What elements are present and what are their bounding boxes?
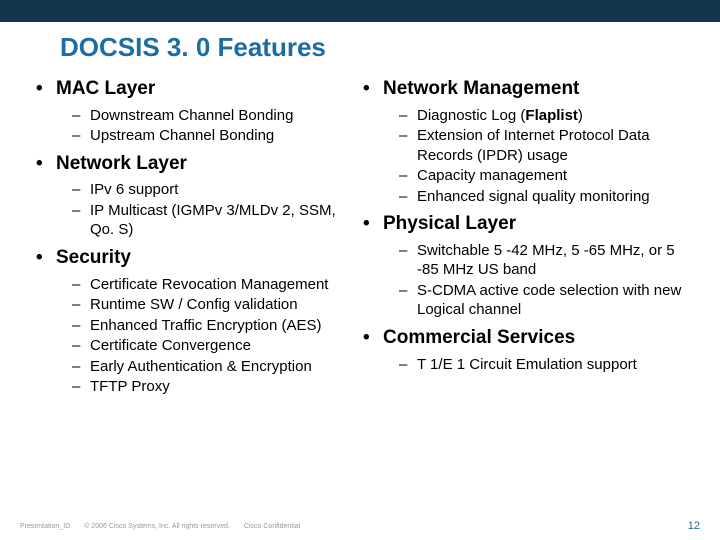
sub-list: Downstream Channel BondingUpstream Chann… bbox=[72, 106, 363, 146]
list-item: S-CDMA active code selection with new Lo… bbox=[399, 281, 690, 320]
list-item: Enhanced Traffic Encryption (AES) bbox=[72, 316, 363, 336]
list-item: Upstream Channel Bonding bbox=[72, 126, 363, 146]
section: Network LayerIPv 6 supportIP Multicast (… bbox=[56, 152, 363, 240]
section: SecurityCertificate Revocation Managemen… bbox=[56, 246, 363, 397]
sub-list: Switchable 5 -42 MHz, 5 -65 MHz, or 5 -8… bbox=[399, 241, 690, 320]
section-heading: Commercial Services bbox=[367, 326, 690, 351]
section-heading: Network Management bbox=[367, 77, 690, 102]
list-item: IP Multicast (IGMPv 3/MLDv 2, SSM, Qo. S… bbox=[72, 201, 363, 240]
section-heading: MAC Layer bbox=[40, 77, 363, 102]
sub-list: Diagnostic Log (Flaplist)Extension of In… bbox=[399, 106, 690, 207]
list-item: Enhanced signal quality monitoring bbox=[399, 187, 690, 207]
list-item: Early Authentication & Encryption bbox=[72, 357, 363, 377]
columns: MAC LayerDownstream Channel BondingUpstr… bbox=[56, 77, 690, 403]
sub-list: Certificate Revocation ManagementRuntime… bbox=[72, 275, 363, 397]
footer-page-number: 12 bbox=[688, 520, 700, 532]
top-bar bbox=[0, 0, 720, 22]
footer-presentation-id: Presentation_ID bbox=[20, 523, 70, 530]
section-heading: Physical Layer bbox=[367, 212, 690, 237]
footer: Presentation_ID © 2006 Cisco Systems, In… bbox=[20, 520, 700, 532]
footer-copyright: © 2006 Cisco Systems, Inc. All rights re… bbox=[84, 523, 230, 530]
sub-list: T 1/E 1 Circuit Emulation support bbox=[399, 355, 690, 375]
list-item: Capacity management bbox=[399, 166, 690, 186]
slide-title: DOCSIS 3. 0 Features bbox=[60, 32, 690, 63]
footer-confidential: Cisco Confidential bbox=[244, 523, 300, 530]
section: Physical LayerSwitchable 5 -42 MHz, 5 -6… bbox=[383, 212, 690, 320]
list-item: Certificate Convergence bbox=[72, 336, 363, 356]
section-heading: Network Layer bbox=[40, 152, 363, 177]
section: Network ManagementDiagnostic Log (Flapli… bbox=[383, 77, 690, 206]
list-item: Downstream Channel Bonding bbox=[72, 106, 363, 126]
list-item: TFTP Proxy bbox=[72, 377, 363, 397]
section-heading: Security bbox=[40, 246, 363, 271]
list-item: Certificate Revocation Management bbox=[72, 275, 363, 295]
slide-content: DOCSIS 3. 0 Features MAC LayerDownstream… bbox=[0, 22, 720, 403]
list-item: Runtime SW / Config validation bbox=[72, 295, 363, 315]
list-item: Switchable 5 -42 MHz, 5 -65 MHz, or 5 -8… bbox=[399, 241, 690, 280]
sub-list: IPv 6 supportIP Multicast (IGMPv 3/MLDv … bbox=[72, 180, 363, 240]
right-column: Network ManagementDiagnostic Log (Flapli… bbox=[383, 77, 690, 403]
list-item: T 1/E 1 Circuit Emulation support bbox=[399, 355, 690, 375]
list-item: IPv 6 support bbox=[72, 180, 363, 200]
section: Commercial ServicesT 1/E 1 Circuit Emula… bbox=[383, 326, 690, 374]
left-column: MAC LayerDownstream Channel BondingUpstr… bbox=[56, 77, 363, 403]
list-item: Diagnostic Log (Flaplist) bbox=[399, 106, 690, 126]
list-item: Extension of Internet Protocol Data Reco… bbox=[399, 126, 690, 165]
section: MAC LayerDownstream Channel BondingUpstr… bbox=[56, 77, 363, 146]
